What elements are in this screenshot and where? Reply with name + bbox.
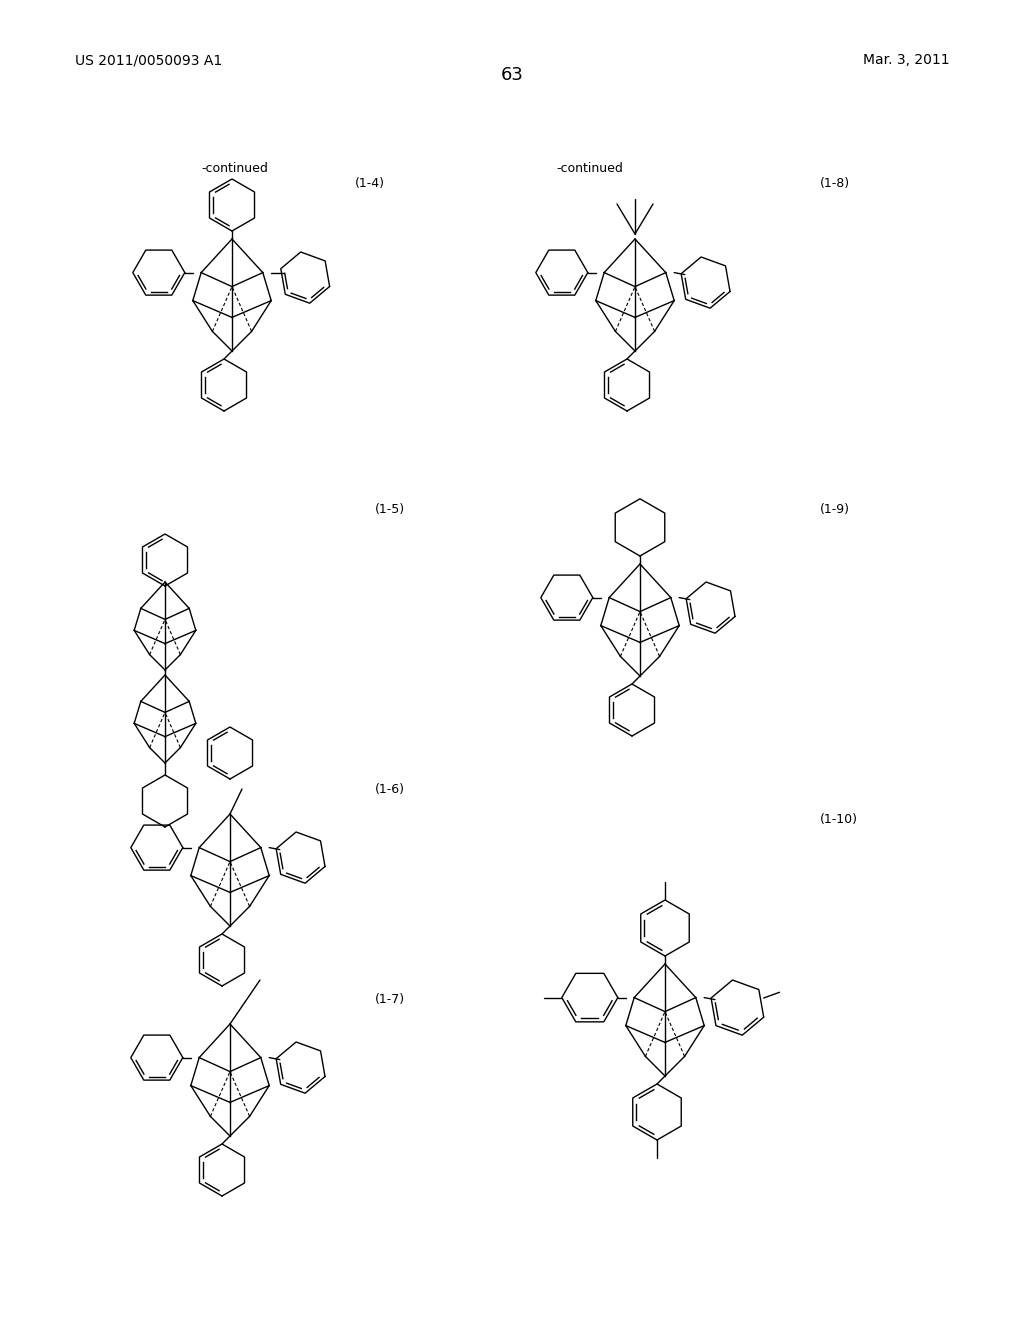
Text: (1-5): (1-5) bbox=[375, 503, 406, 516]
Text: Mar. 3, 2011: Mar. 3, 2011 bbox=[863, 53, 950, 67]
Text: US 2011/0050093 A1: US 2011/0050093 A1 bbox=[75, 53, 222, 67]
Text: -continued: -continued bbox=[557, 161, 624, 174]
Text: (1-9): (1-9) bbox=[820, 503, 850, 516]
Text: 63: 63 bbox=[501, 66, 523, 84]
Text: (1-8): (1-8) bbox=[820, 177, 850, 190]
Text: (1-7): (1-7) bbox=[375, 994, 406, 1006]
Text: (1-10): (1-10) bbox=[820, 813, 858, 826]
Text: (1-6): (1-6) bbox=[375, 784, 406, 796]
Text: (1-4): (1-4) bbox=[355, 177, 385, 190]
Text: -continued: -continued bbox=[202, 161, 268, 174]
